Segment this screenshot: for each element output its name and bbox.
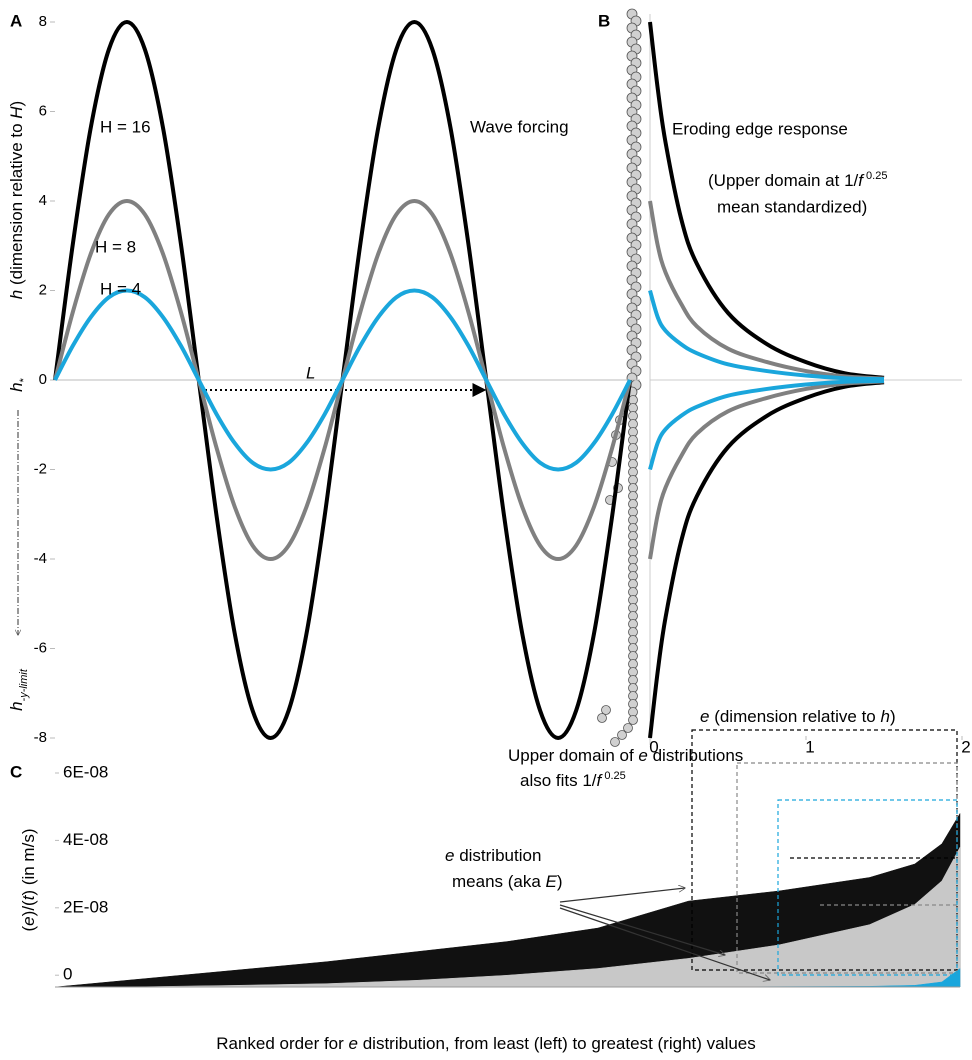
box [777,799,958,976]
y-tick-label: 4 [39,192,47,209]
panel-label: B [598,11,610,30]
pebbles [597,8,642,747]
annotation: L [306,363,315,382]
annotation: Upper domain of e distributions [508,746,743,765]
box [691,729,958,971]
series-line [648,379,885,560]
series-line [648,380,885,739]
panel-label: A [10,11,22,30]
y-tick-label: 0 [39,371,47,388]
legend-label: H = 4 [100,279,141,298]
y-tick-label: 6 [39,102,47,119]
series-line [53,288,632,472]
pebble [623,723,633,733]
pointer [559,888,685,903]
y-axis-label: (e)/(t) (in m/s) [19,829,38,932]
h-star-label: h* [7,377,29,391]
y-tick-label: -4 [34,550,47,567]
y-axis-label: h (dimension relative to H) [7,101,26,299]
y-tick-label: 2E-08 [63,897,108,916]
y-tick-label: -2 [34,460,47,477]
x-tick-label: 2 [961,737,970,756]
legend-label: H = 8 [95,237,136,256]
annotation: e distribution [445,846,541,865]
h-limit-label: h-y-limit [7,668,29,711]
series-line [648,378,885,471]
annotation: Wave forcing [470,117,569,136]
annotation: (Upper domain at 1/f 0.25 [708,170,887,191]
pebble [610,737,620,747]
y-tick-label: 6E-08 [63,762,108,781]
series-line [648,289,885,382]
legend-label: H = 16 [100,117,151,136]
pebble [617,730,627,740]
annotation: also fits 1/f 0.25 [520,770,626,791]
series-line [648,21,885,380]
panel-title: Eroding edge response [672,119,848,138]
panel-c-data [54,812,961,988]
series-line [648,200,885,381]
y-tick-label: 2 [39,281,47,298]
x-tick-label: 1 [805,737,814,756]
series-area [54,812,961,988]
y-tick-label: 8 [39,13,47,30]
y-tick-label: 0 [63,965,72,984]
pointer [559,904,725,955]
x-axis-label: Ranked order for e distribution, from le… [216,1034,756,1053]
x-tick-label: 0 [649,737,658,756]
annotation-boxes [559,729,958,980]
pebble [601,705,611,715]
y-tick-label: -8 [34,729,47,746]
annotation: means (aka E) [452,872,563,891]
pebble [597,713,607,723]
pebble [628,715,638,725]
annotation: mean standardized) [717,197,867,216]
y-tick-label: -6 [34,639,47,656]
x-axis-label: e (dimension relative to h) [700,707,896,726]
pointer [559,907,770,980]
y-tick-label: 4E-08 [63,830,108,849]
panel-label: C [10,762,22,781]
